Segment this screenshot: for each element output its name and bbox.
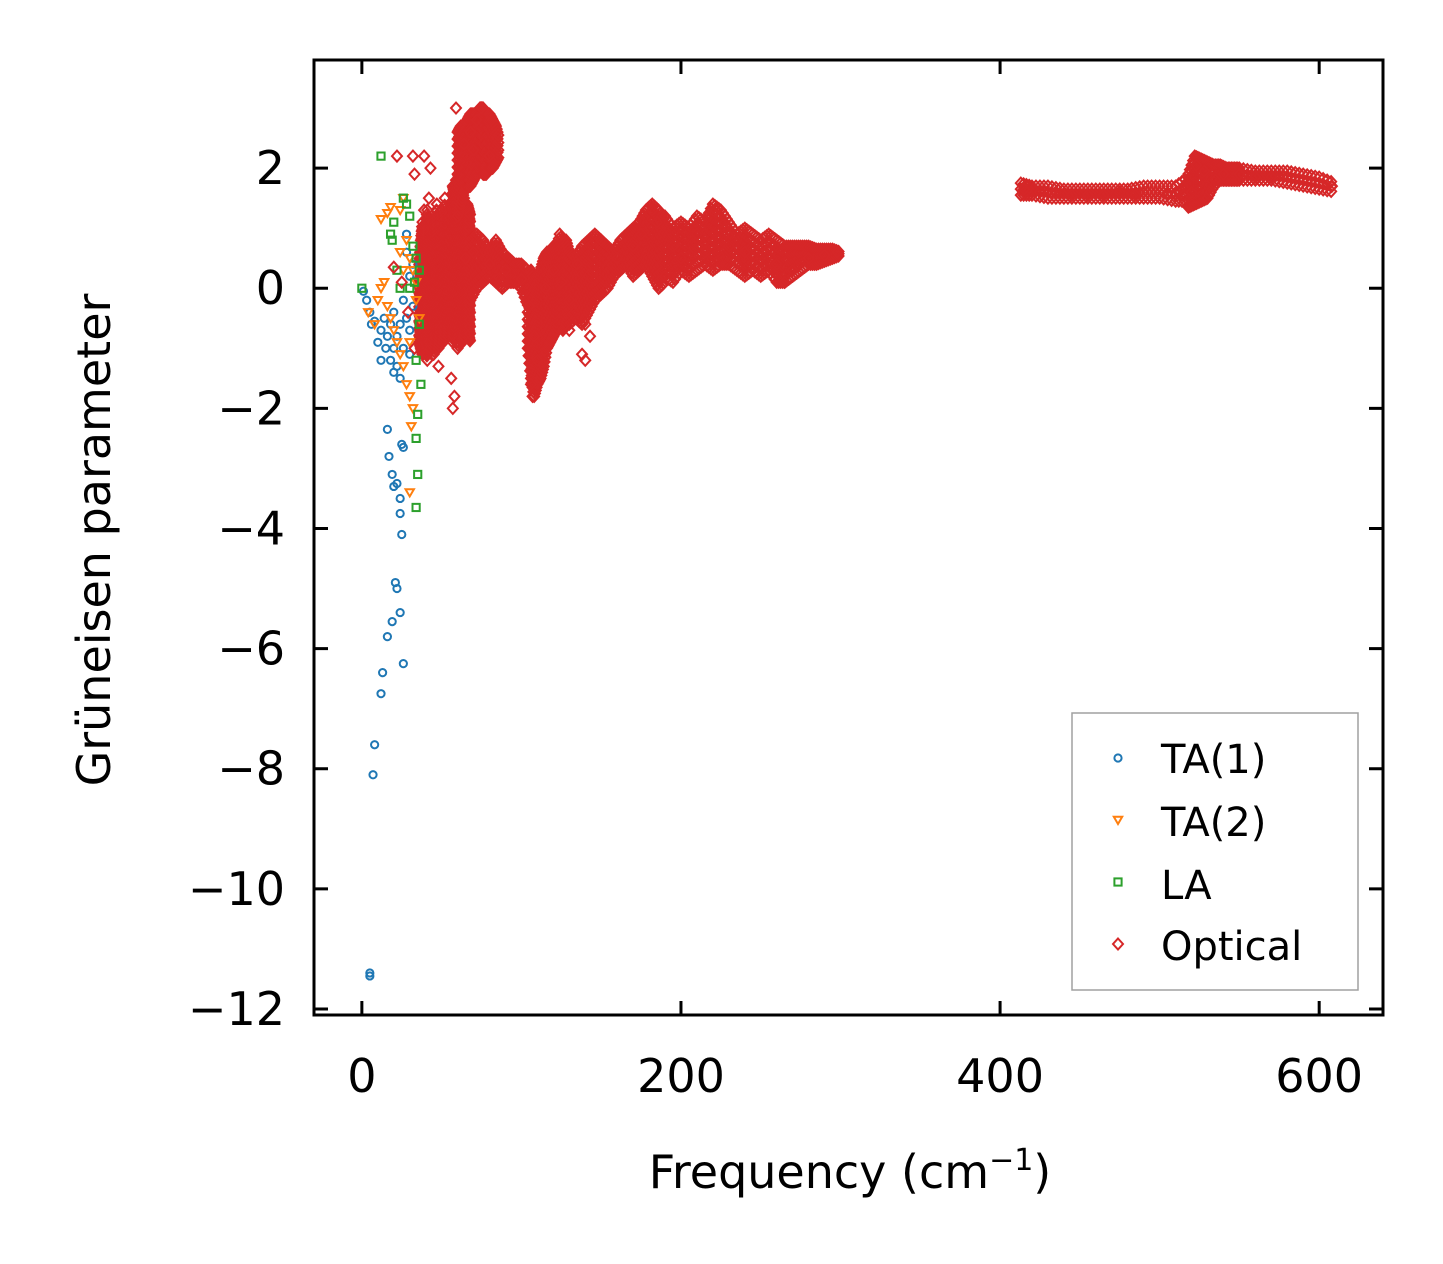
- optical-band: [658, 197, 845, 290]
- optical-point: [463, 207, 477, 222]
- optical-point: [463, 326, 477, 341]
- data-points-layer: [357, 101, 1339, 981]
- optical-point: [491, 128, 505, 143]
- optical-band: [451, 101, 505, 224]
- optical-point: [491, 143, 505, 158]
- optical-band: [1181, 149, 1338, 215]
- optical-band: [464, 227, 533, 309]
- optical-point: [463, 333, 477, 348]
- optical-point: [491, 135, 505, 150]
- optical-point: [463, 319, 477, 334]
- optical-point: [463, 305, 477, 320]
- optical-point: [463, 214, 477, 229]
- optical-band: [562, 197, 670, 332]
- optical-point: [463, 312, 477, 327]
